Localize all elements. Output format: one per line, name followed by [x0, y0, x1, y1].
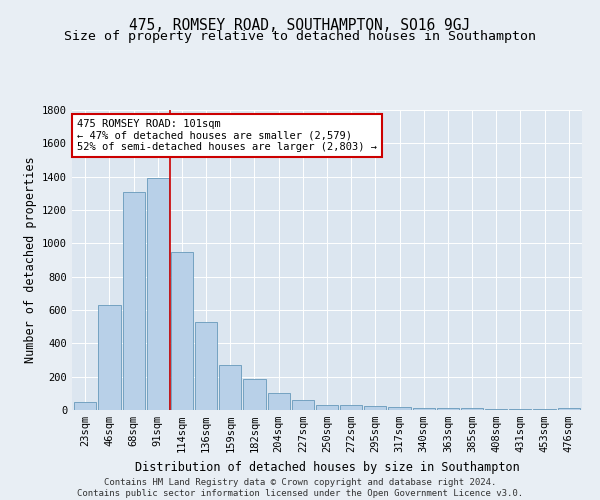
Bar — [122, 192, 145, 410]
Bar — [244, 379, 266, 410]
Bar — [268, 394, 290, 410]
Bar — [340, 405, 362, 410]
Bar — [461, 408, 483, 410]
Bar — [98, 305, 121, 410]
Bar — [171, 252, 193, 410]
Bar — [509, 409, 532, 410]
Bar — [364, 406, 386, 410]
Bar — [388, 406, 410, 410]
Bar — [485, 408, 508, 410]
Bar — [146, 178, 169, 410]
Bar — [292, 400, 314, 410]
Bar — [74, 402, 97, 410]
Bar — [557, 408, 580, 410]
Bar — [195, 322, 217, 410]
Text: Contains HM Land Registry data © Crown copyright and database right 2024.
Contai: Contains HM Land Registry data © Crown c… — [77, 478, 523, 498]
Bar — [219, 365, 241, 410]
Y-axis label: Number of detached properties: Number of detached properties — [23, 156, 37, 364]
Text: 475 ROMSEY ROAD: 101sqm
← 47% of detached houses are smaller (2,579)
52% of semi: 475 ROMSEY ROAD: 101sqm ← 47% of detache… — [77, 119, 377, 152]
Bar — [437, 408, 459, 410]
Text: Size of property relative to detached houses in Southampton: Size of property relative to detached ho… — [64, 30, 536, 43]
X-axis label: Distribution of detached houses by size in Southampton: Distribution of detached houses by size … — [134, 460, 520, 473]
Bar — [413, 408, 435, 410]
Text: 475, ROMSEY ROAD, SOUTHAMPTON, SO16 9GJ: 475, ROMSEY ROAD, SOUTHAMPTON, SO16 9GJ — [130, 18, 470, 32]
Bar — [316, 405, 338, 410]
